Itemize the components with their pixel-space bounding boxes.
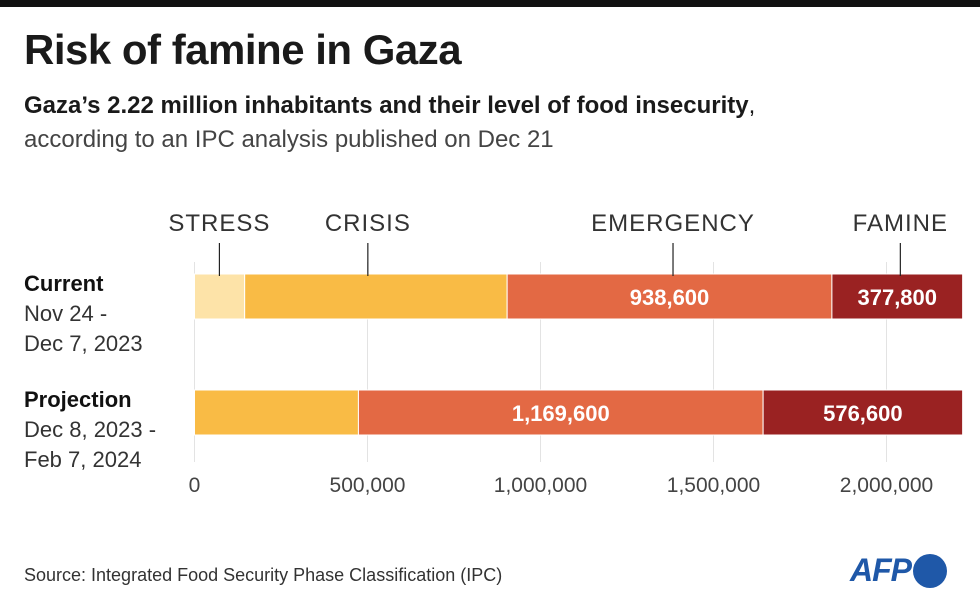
- afp-logo: AFP: [850, 552, 947, 589]
- x-tick-label: 2,000,000: [840, 474, 933, 497]
- data-label: 377,800: [857, 285, 937, 310]
- source-note: Source: Integrated Food Security Phase C…: [24, 565, 503, 585]
- x-tick-label: 500,000: [330, 474, 406, 497]
- bar-segment-emergency: [506, 273, 833, 320]
- bar-segment-famine: [831, 273, 964, 320]
- data-label: 1,169,600: [512, 401, 610, 426]
- bar-segment-crisis: [194, 389, 359, 436]
- data-label: 938,600: [630, 285, 710, 310]
- bar-segment-stress: [194, 273, 246, 320]
- chart-subtitle: Gaza’s 2.22 million inhabitants and thei…: [24, 92, 755, 120]
- legend-label-crisis: CRISIS: [325, 210, 411, 237]
- row-label-projection: Projection Dec 8, 2023 - Feb 7, 2024: [24, 385, 156, 475]
- bar-segment-crisis: [244, 273, 508, 320]
- subtitle-bold: Gaza’s 2.22 million inhabitants and thei…: [24, 92, 749, 119]
- row-dates-2: Feb 7, 2024: [24, 447, 142, 472]
- subtitle-comma: ,: [748, 92, 756, 119]
- row-name: Current: [24, 271, 104, 296]
- legend-label-famine: FAMINE: [853, 210, 948, 237]
- legend-label-emergency: EMERGENCY: [591, 210, 755, 237]
- top-rule: [0, 0, 980, 7]
- x-tick-label: 1,000,000: [494, 474, 587, 497]
- bar-segment-famine: [762, 389, 964, 436]
- x-tick-label: 0: [189, 474, 201, 497]
- row-dates-2: Dec 7, 2023: [24, 331, 143, 356]
- afp-logo-text: AFP: [850, 552, 912, 588]
- row-label-current: Current Nov 24 - Dec 7, 2023: [24, 269, 143, 359]
- chart-title: Risk of famine in Gaza: [24, 26, 462, 73]
- row-dates-1: Nov 24 -: [24, 301, 108, 326]
- afp-logo-circle: [913, 553, 947, 588]
- row-name: Projection: [24, 387, 132, 412]
- data-label: 576,600: [823, 401, 903, 426]
- legend-label-stress: STRESS: [168, 210, 270, 237]
- row-dates-1: Dec 8, 2023 -: [24, 417, 157, 442]
- chart-subtitle-line2: according to an IPC analysis published o…: [24, 126, 554, 153]
- x-tick-label: 1,500,000: [667, 474, 760, 497]
